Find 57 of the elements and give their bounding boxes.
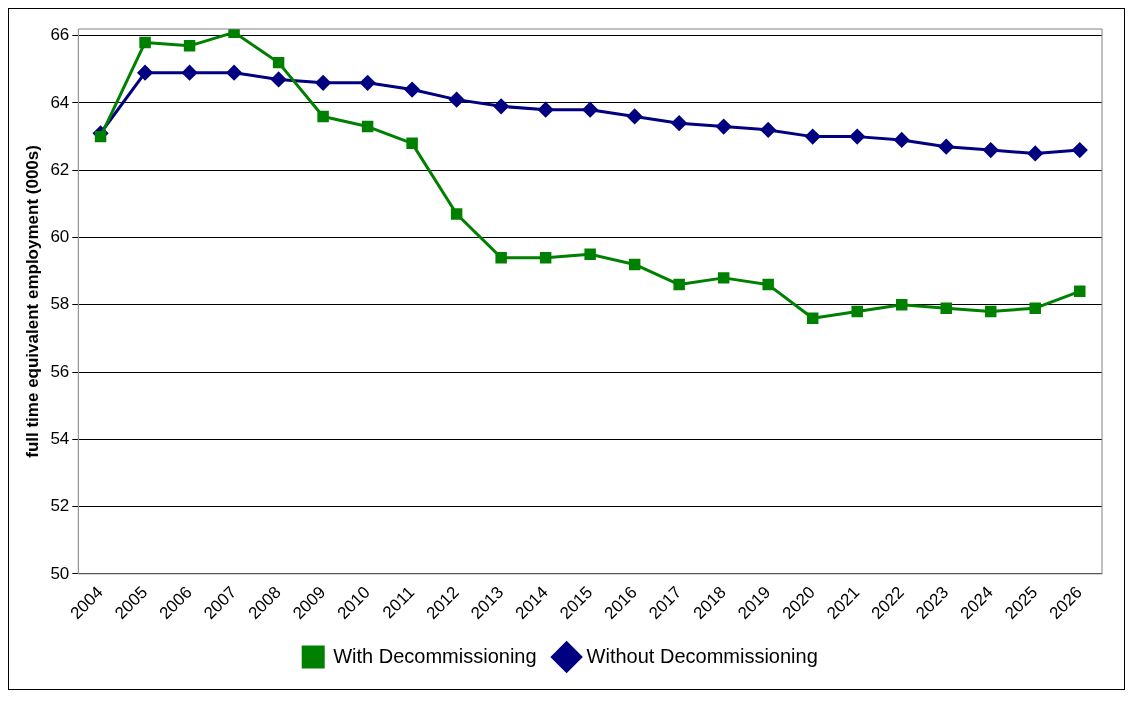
point	[493, 98, 509, 114]
point	[1074, 285, 1086, 298]
y-tick-label: 62	[50, 159, 70, 179]
point	[1072, 142, 1088, 158]
point	[495, 251, 507, 264]
y-tick-label: 58	[50, 294, 70, 314]
point	[272, 56, 285, 69]
point	[894, 132, 910, 148]
point	[717, 272, 730, 284]
y-tick-label: 56	[50, 361, 70, 381]
point	[137, 65, 153, 81]
point	[228, 29, 240, 39]
point	[94, 130, 107, 143]
point	[538, 102, 554, 118]
point	[1027, 145, 1043, 161]
point	[671, 115, 687, 131]
point	[940, 302, 952, 314]
y-axis-title: full time equivalent employment (000s)	[22, 145, 42, 458]
point	[449, 92, 465, 108]
point	[983, 142, 999, 158]
point	[226, 65, 242, 81]
y-tick-label: 66	[50, 25, 70, 45]
point	[760, 122, 776, 138]
point	[628, 258, 641, 271]
point	[584, 248, 596, 261]
y-tick-label: 64	[50, 92, 70, 112]
point	[1029, 302, 1041, 314]
point	[938, 139, 954, 155]
y-tick-label: 50	[50, 563, 70, 583]
point	[627, 108, 643, 124]
point	[139, 36, 151, 49]
point	[762, 278, 774, 291]
point	[360, 75, 376, 91]
legend-label: With Decommissioning	[333, 644, 537, 667]
point	[182, 65, 198, 81]
point	[849, 129, 865, 145]
point	[406, 137, 418, 150]
point	[361, 120, 374, 133]
point	[450, 208, 463, 220]
point	[582, 102, 598, 118]
point	[805, 129, 821, 145]
legend-label: Without Decommissioning	[586, 644, 818, 667]
point	[984, 305, 997, 318]
point	[404, 82, 420, 98]
point	[271, 71, 287, 87]
point	[317, 110, 329, 123]
point	[895, 299, 908, 311]
point	[539, 251, 552, 264]
point	[673, 278, 685, 291]
y-tick-label: 54	[50, 428, 70, 448]
point	[806, 312, 819, 324]
point	[716, 119, 732, 135]
y-tick-label: 60	[50, 227, 70, 247]
point	[851, 305, 863, 318]
y-tick-label: 52	[50, 496, 70, 516]
point	[183, 40, 196, 52]
point	[315, 75, 331, 91]
